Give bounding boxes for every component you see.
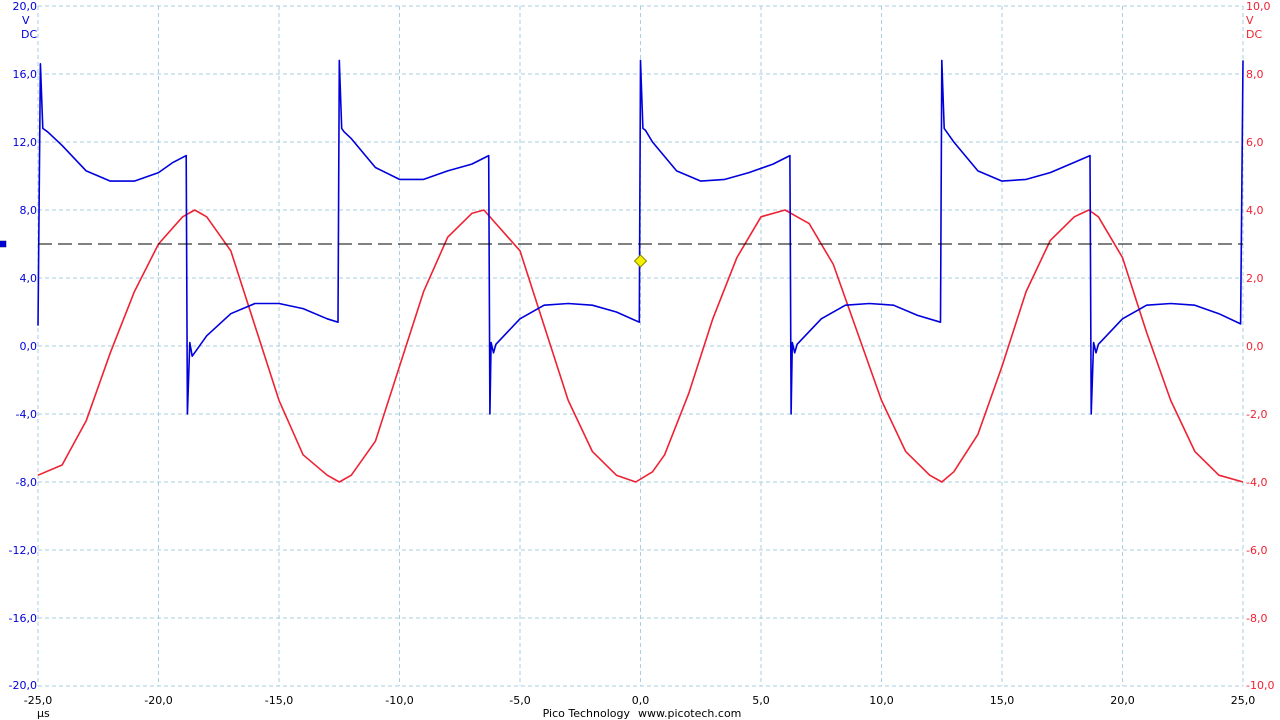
left-axis-tick-label: 16,0 xyxy=(13,68,38,81)
trigger-marker-icon[interactable] xyxy=(633,254,648,268)
right-axis-tick-label: -10,0 xyxy=(1246,679,1274,692)
left-axis-tick-label: 8,0 xyxy=(20,204,38,217)
left-axis-tick-label: -4,0 xyxy=(16,408,37,421)
left-axis-unit: V xyxy=(22,14,30,27)
channel-b-trace xyxy=(37,209,1244,483)
right-axis-tick-label: 0,0 xyxy=(1246,340,1264,353)
left-axis-tick-label: 4,0 xyxy=(20,272,38,285)
right-axis-tick-label: -2,0 xyxy=(1246,408,1267,421)
x-axis-tick-label: 25,0 xyxy=(1231,694,1256,707)
right-axis-tick-label: 2,0 xyxy=(1246,272,1264,285)
left-axis-tick-label: 20,0 xyxy=(13,0,38,13)
channel-a-offset-marker[interactable] xyxy=(0,240,7,248)
channel-a-trace xyxy=(37,59,1244,415)
left-axis-tick-label: -8,0 xyxy=(16,476,37,489)
x-axis-tick-label: -15,0 xyxy=(265,694,293,707)
x-axis-tick-label: -10,0 xyxy=(385,694,413,707)
left-axis-tick-label: -20,0 xyxy=(9,679,37,692)
x-axis-tick-label: -20,0 xyxy=(144,694,172,707)
trigger-overlay[interactable] xyxy=(0,240,1243,268)
right-axis-tick-label: 8,0 xyxy=(1246,68,1264,81)
right-axis-tick-label: -4,0 xyxy=(1246,476,1267,489)
right-axis-unit: V xyxy=(1246,14,1254,27)
right-axis-tick-label: 6,0 xyxy=(1246,136,1264,149)
brand-name: Pico Technology xyxy=(543,707,631,720)
right-axis-tick-label: 10,0 xyxy=(1246,0,1271,13)
left-axis-tick-label: 12,0 xyxy=(13,136,38,149)
time-axis: -25,0 -20,0 -15,0 -10,0 -5,0 0,0 5,0 10,0 15,0 20… xyxy=(24,694,1255,707)
left-axis-channel-a: 20,0 16,0 12,0 8,0 4,0 0,0 -4,0 -8,0 -12,0 -16,0 -… xyxy=(9,0,37,692)
right-axis-tick-label: 4,0 xyxy=(1246,204,1264,217)
brand-url: www.picotech.com xyxy=(638,707,741,720)
left-axis-tick-label: -16,0 xyxy=(9,612,37,625)
x-axis-tick-label: -25,0 xyxy=(24,694,52,707)
left-axis-coupling: DC xyxy=(21,28,37,41)
left-axis-tick-label: 0,0 xyxy=(20,340,38,353)
x-axis-tick-label: -5,0 xyxy=(509,694,530,707)
right-axis-coupling: DC xyxy=(1246,28,1262,41)
waveform-traces xyxy=(37,59,1244,483)
x-axis-tick-label: 15,0 xyxy=(990,694,1015,707)
left-axis-tick-label: -12,0 xyxy=(9,544,37,557)
x-axis-tick-label: 0,0 xyxy=(632,694,650,707)
right-axis-channel-b: 10,0 8,0 6,0 4,0 2,0 0,0 -2,0 -4,0 -6,0 -8,0 -10,0 xyxy=(1246,0,1274,692)
right-axis-tick-label: -6,0 xyxy=(1246,544,1267,557)
right-axis-tick-label: -8,0 xyxy=(1246,612,1267,625)
x-axis-unit: µs xyxy=(37,707,50,720)
x-axis-tick-label: 5,0 xyxy=(752,694,770,707)
x-axis-tick-label: 10,0 xyxy=(869,694,894,707)
x-axis-tick-label: 20,0 xyxy=(1110,694,1135,707)
chart-grid xyxy=(37,5,1244,687)
